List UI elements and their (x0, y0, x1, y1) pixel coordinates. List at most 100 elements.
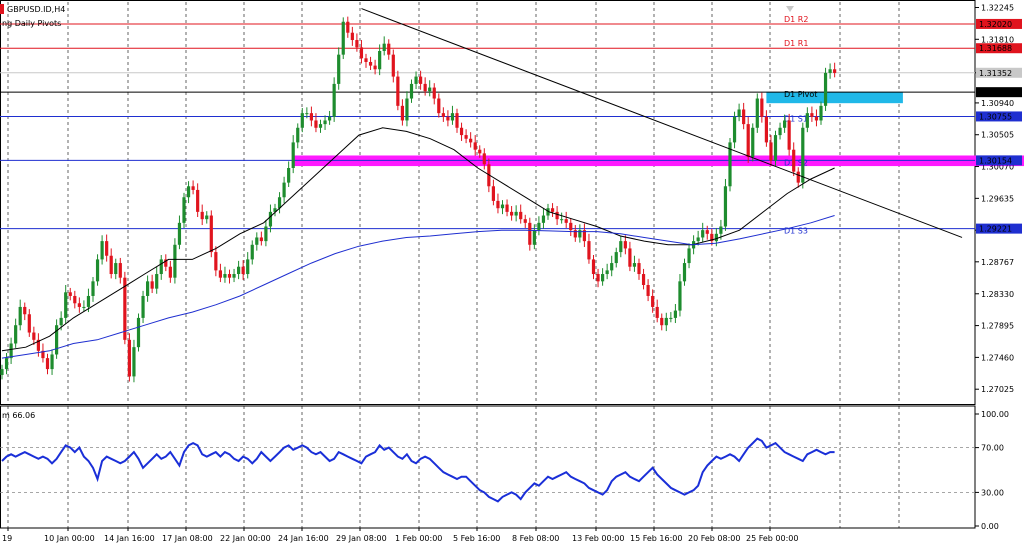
candle-body (737, 109, 741, 117)
trend-layer (361, 8, 963, 238)
candle-body (0, 369, 4, 375)
candle-body (182, 197, 186, 223)
candle-body (282, 182, 286, 198)
candle-body (783, 120, 787, 128)
rsi-tick-label: 0.00 (981, 522, 999, 531)
trendline (361, 8, 963, 238)
candle-body (323, 120, 327, 125)
price-level-tag (976, 67, 1022, 78)
pivot-zone (766, 91, 903, 104)
time-tick-label: 14 Jan 16:00 (104, 534, 155, 543)
candle-body (55, 325, 59, 355)
candle-body (751, 127, 755, 158)
price-level-label: D1 S1 (784, 114, 808, 123)
candle-body (591, 259, 596, 275)
candle-body (619, 241, 623, 253)
candle-body (682, 263, 687, 282)
price-tick-label: 1.27895 (981, 322, 1014, 331)
candle-body (382, 43, 386, 51)
candle-body (810, 113, 814, 117)
price-level-label: D1 R1 (784, 39, 808, 48)
candle-body (150, 281, 154, 289)
candle-body (469, 138, 473, 143)
price-tick-label: 1.28330 (981, 290, 1014, 299)
candle-body (355, 40, 359, 48)
candle-body (159, 259, 163, 275)
price-level-label: D1 Pivot (784, 90, 817, 99)
candle-body (196, 189, 200, 212)
candle-body (45, 358, 50, 370)
candle-body (77, 303, 81, 307)
candle-body (36, 339, 40, 351)
candle-body (255, 237, 259, 245)
price-level-tag-label: 1.32020 (979, 20, 1012, 29)
time-tick-label: 25 Feb 00:00 (746, 534, 798, 543)
candle-body (500, 204, 505, 209)
candle-body (146, 281, 150, 296)
candle-body (491, 186, 495, 201)
candle-body (455, 113, 459, 128)
candle-body (678, 281, 682, 311)
candle-body (268, 211, 273, 227)
price-level-tag (976, 155, 1022, 166)
candle-body (91, 281, 95, 296)
candle-body (651, 295, 655, 307)
price-level-tag-label: 1.31087 (979, 88, 1012, 97)
candle-body (191, 186, 195, 190)
candle-body (177, 222, 182, 245)
candle-body (346, 21, 350, 33)
price-tick-label: 1.31810 (981, 35, 1014, 44)
candle-body (118, 263, 122, 278)
candle-body (441, 113, 445, 117)
candle-body (623, 241, 627, 249)
candle-body (669, 317, 673, 319)
candle-body (673, 310, 677, 318)
candle-body (223, 274, 227, 278)
candle-body (569, 222, 573, 231)
candle-body (764, 116, 768, 143)
candle-body (18, 306, 22, 326)
rsi-panel-frame (0, 405, 976, 529)
candle-body (446, 116, 450, 121)
candle-body (582, 230, 586, 242)
candle-body (132, 347, 136, 377)
candle-body (428, 87, 432, 92)
candle-body (296, 127, 300, 143)
candle-body (769, 142, 773, 161)
candle-body (246, 259, 250, 275)
candle-body (732, 116, 737, 143)
candle-body (496, 200, 500, 209)
candle-body (787, 120, 791, 150)
candle-body (259, 237, 263, 242)
price-tick-label: 1.30505 (981, 131, 1014, 140)
candle-body (114, 263, 118, 275)
candle-body (646, 284, 650, 296)
candle-body (168, 266, 172, 278)
candle-body (205, 215, 209, 220)
candle-body (400, 105, 404, 121)
candle-body (337, 54, 341, 84)
candle-body (796, 171, 800, 183)
candle-body (778, 127, 782, 136)
ma-layer (1, 127, 835, 359)
candle-body (801, 127, 805, 183)
candle-body (86, 295, 91, 307)
candle-body (328, 116, 332, 121)
candle-body (136, 317, 141, 348)
price-tick-label: 1.28767 (981, 258, 1014, 267)
rsi-layer (1, 437, 835, 503)
candle-body (273, 208, 277, 212)
candle-body (405, 98, 409, 121)
candle-body (318, 124, 323, 128)
moving-average-fast (1, 127, 835, 352)
candle-body (546, 208, 550, 216)
candle-body (100, 241, 104, 260)
candle-body (9, 343, 13, 359)
candle-body (742, 109, 746, 125)
price-tick-label: 1.27460 (981, 353, 1014, 362)
indicator-note: ng Daily Pivots (2, 19, 61, 28)
candle-body (550, 208, 555, 212)
candle-body (773, 135, 778, 161)
